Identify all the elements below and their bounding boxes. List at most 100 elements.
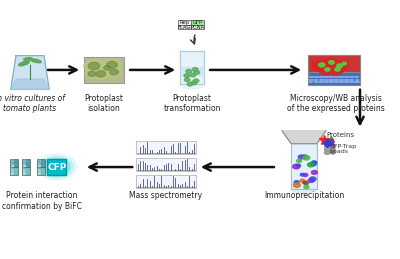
Polygon shape bbox=[11, 56, 49, 89]
Circle shape bbox=[324, 148, 330, 151]
Circle shape bbox=[191, 81, 197, 85]
Circle shape bbox=[194, 71, 200, 74]
Circle shape bbox=[43, 158, 70, 176]
Circle shape bbox=[186, 69, 192, 73]
Circle shape bbox=[293, 164, 300, 169]
Text: In vitro cultures of
tomato plants: In vitro cultures of tomato plants bbox=[0, 94, 65, 113]
Polygon shape bbox=[291, 144, 317, 189]
Polygon shape bbox=[180, 84, 204, 89]
Circle shape bbox=[328, 66, 344, 75]
Text: TARG: TARG bbox=[12, 159, 16, 168]
Circle shape bbox=[324, 151, 330, 154]
Bar bbox=[47, 159, 66, 176]
Circle shape bbox=[329, 61, 334, 64]
Text: GFP-Trap
beads: GFP-Trap beads bbox=[329, 143, 356, 154]
Bar bbox=[10, 159, 18, 167]
Circle shape bbox=[294, 181, 299, 184]
Circle shape bbox=[310, 162, 316, 166]
Text: REP: REP bbox=[12, 168, 16, 174]
Circle shape bbox=[101, 64, 114, 72]
Bar bbox=[84, 57, 124, 83]
Bar bbox=[308, 55, 360, 72]
Circle shape bbox=[37, 154, 77, 180]
Text: Mass spectrometry: Mass spectrometry bbox=[130, 191, 202, 200]
Circle shape bbox=[190, 73, 196, 77]
Bar bbox=[136, 158, 196, 171]
Circle shape bbox=[312, 161, 317, 164]
Text: Rep: Rep bbox=[180, 20, 190, 25]
Circle shape bbox=[88, 71, 96, 76]
Circle shape bbox=[184, 78, 190, 82]
Text: Immunoprecipitation: Immunoprecipitation bbox=[264, 191, 344, 200]
Text: Protein interaction
confirmation by BiFC: Protein interaction confirmation by BiFC bbox=[2, 191, 82, 211]
Circle shape bbox=[110, 69, 118, 75]
Circle shape bbox=[337, 60, 349, 68]
Circle shape bbox=[102, 59, 122, 71]
Circle shape bbox=[335, 68, 340, 71]
Circle shape bbox=[88, 62, 100, 70]
Bar bbox=[178, 25, 191, 29]
Bar bbox=[308, 72, 360, 85]
Circle shape bbox=[193, 79, 199, 83]
Circle shape bbox=[96, 71, 106, 77]
Circle shape bbox=[322, 58, 338, 69]
Bar bbox=[136, 175, 196, 188]
Text: Microscopy/WB analysis
of the expressed proteins: Microscopy/WB analysis of the expressed … bbox=[287, 94, 385, 113]
Circle shape bbox=[187, 82, 193, 86]
Text: PCNA: PCNA bbox=[191, 25, 205, 30]
Bar bbox=[37, 159, 45, 167]
Circle shape bbox=[330, 151, 335, 154]
Circle shape bbox=[302, 155, 307, 158]
Circle shape bbox=[337, 64, 343, 68]
Text: TARG: TARG bbox=[39, 159, 43, 168]
Polygon shape bbox=[180, 67, 204, 75]
Circle shape bbox=[310, 177, 316, 181]
Bar bbox=[22, 167, 30, 175]
Circle shape bbox=[304, 185, 309, 189]
Circle shape bbox=[298, 155, 304, 159]
Circle shape bbox=[342, 62, 346, 65]
Circle shape bbox=[184, 74, 190, 77]
Circle shape bbox=[308, 178, 314, 182]
Circle shape bbox=[296, 164, 300, 167]
Bar bbox=[191, 20, 204, 25]
Circle shape bbox=[104, 66, 111, 70]
Polygon shape bbox=[291, 189, 317, 194]
Circle shape bbox=[325, 68, 330, 71]
Circle shape bbox=[297, 159, 302, 162]
Circle shape bbox=[92, 68, 110, 80]
Circle shape bbox=[303, 174, 308, 177]
Circle shape bbox=[300, 179, 305, 182]
Circle shape bbox=[330, 148, 335, 151]
Circle shape bbox=[319, 63, 325, 67]
Circle shape bbox=[107, 61, 117, 68]
Text: GFP: GFP bbox=[193, 20, 203, 25]
Bar bbox=[178, 20, 191, 25]
Circle shape bbox=[300, 173, 304, 176]
Text: CFP: CFP bbox=[47, 163, 66, 171]
Circle shape bbox=[330, 145, 335, 148]
Text: REP: REP bbox=[39, 168, 43, 174]
Circle shape bbox=[312, 170, 318, 174]
Circle shape bbox=[324, 145, 330, 148]
Bar bbox=[10, 167, 18, 175]
Bar bbox=[22, 159, 30, 167]
Circle shape bbox=[319, 66, 333, 75]
Text: Protoplast
transformation: Protoplast transformation bbox=[163, 94, 221, 113]
Circle shape bbox=[308, 163, 314, 167]
Text: REP: REP bbox=[24, 168, 28, 174]
Circle shape bbox=[303, 182, 307, 184]
Ellipse shape bbox=[31, 59, 41, 63]
Polygon shape bbox=[282, 131, 326, 144]
Bar bbox=[136, 141, 196, 154]
Circle shape bbox=[106, 67, 122, 77]
Text: Proteins: Proteins bbox=[326, 132, 354, 138]
Polygon shape bbox=[11, 79, 49, 89]
Bar bbox=[191, 25, 204, 29]
Circle shape bbox=[304, 181, 309, 184]
Circle shape bbox=[311, 60, 329, 72]
Circle shape bbox=[40, 156, 74, 178]
Circle shape bbox=[84, 59, 104, 73]
Text: FLAG: FLAG bbox=[178, 25, 191, 30]
Bar bbox=[37, 167, 45, 175]
